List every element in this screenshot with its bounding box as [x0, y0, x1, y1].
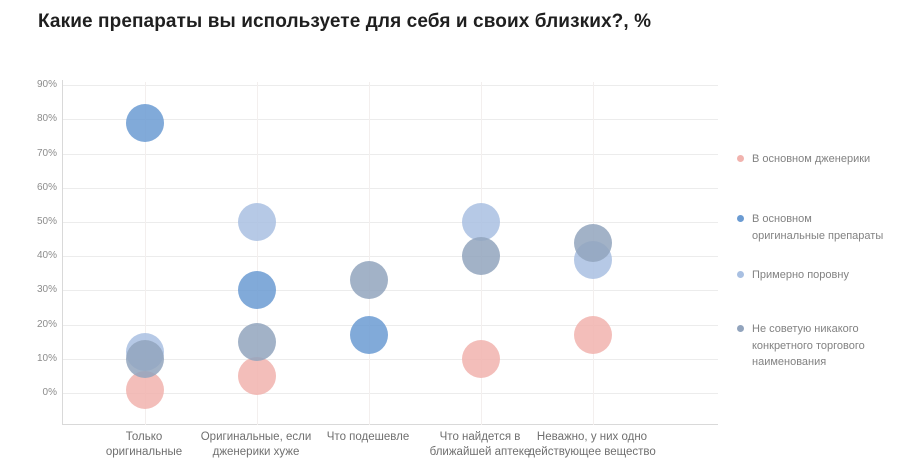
legend-label: В основном оригинальные препараты: [752, 213, 884, 242]
y-axis-tick-label: 40%: [36, 250, 57, 262]
x-axis-labels: Только оригинальные Оригинальные, если дж…: [0, 430, 906, 466]
bubble-mark-series0-cat1[interactable]: [238, 356, 276, 395]
bubble-mark-series2-cat1[interactable]: [238, 203, 276, 241]
y-axis-tick-label: 60%: [36, 181, 57, 193]
bubble-mark-series1-cat0[interactable]: [126, 103, 164, 142]
y-gridline: [63, 393, 718, 394]
plot-area: 0% 10% 20% 30% 40% 50% 60% 70% 80% 90%: [37, 79, 718, 425]
legend-label: Не советую никакого конкретного торговог…: [752, 323, 865, 368]
x-axis-category-label: Что найдется в ближайшей аптеке: [429, 431, 531, 458]
y-axis-tick-label: 50%: [36, 216, 57, 227]
category-gridline: [257, 82, 258, 425]
legend-marker-dot: [737, 271, 744, 278]
legend-item[interactable]: В основном оригинальные препараты: [737, 211, 883, 244]
y-gridline: [63, 358, 718, 360]
y-axis-tick-label: 70%: [36, 147, 57, 159]
bubble-mark-series0-cat4[interactable]: [574, 315, 612, 354]
x-axis-category-label: Только оригинальные: [105, 431, 183, 458]
y-gridline: [63, 85, 718, 87]
legend-label: Примерно поровну: [752, 269, 849, 281]
category-gridline: [145, 82, 146, 425]
bubble-mark-series3-cat0[interactable]: [126, 339, 164, 378]
y-gridline: [63, 222, 718, 223]
y-gridline: [63, 290, 718, 292]
legend: В основном дженерики В основном оригиналь…: [737, 0, 906, 473]
y-gridline: [63, 153, 718, 155]
bubble-mark-series0-cat3[interactable]: [462, 339, 500, 378]
y-gridline: [63, 187, 718, 189]
y-axis-tick-label: 80%: [36, 113, 57, 125]
y-axis-tick-label: 90%: [36, 79, 57, 91]
legend-item[interactable]: Примерно поровну: [737, 267, 849, 284]
y-axis-tick-label: 30%: [36, 284, 57, 296]
bubble-mark-series3-cat3[interactable]: [462, 237, 500, 276]
legend-item[interactable]: Не советую никакого конкретного торговог…: [737, 321, 865, 371]
y-gridline: [63, 324, 718, 326]
legend-marker-dot: [737, 155, 744, 162]
legend-marker-dot: [737, 215, 744, 222]
legend-label: В основном дженерики: [752, 153, 871, 165]
bubble-mark-series1-cat2[interactable]: [350, 315, 388, 354]
x-axis-category-label: Что подешевле: [326, 431, 410, 443]
x-axis-category-label: Оригинальные, если дженерики хуже: [200, 431, 312, 458]
bubble-mark-series2-cat3[interactable]: [462, 203, 500, 241]
y-axis-tick-label: 20%: [36, 318, 57, 330]
y-gridline: [63, 256, 718, 258]
legend-item[interactable]: В основном дженерики: [737, 151, 870, 168]
bubble-mark-series3-cat1[interactable]: [238, 322, 276, 361]
legend-marker-dot: [737, 325, 744, 332]
y-axis-tick-label: 10%: [36, 352, 57, 364]
y-gridline: [63, 119, 718, 121]
x-axis-category-label: Неважно, у них одно действующее вещество: [528, 431, 656, 458]
y-axis-tick-label: 0%: [42, 387, 57, 398]
bubble-mark-series1-cat1[interactable]: [238, 271, 276, 310]
category-gridline: [369, 82, 370, 425]
bubble-mark-series3-cat2[interactable]: [350, 261, 388, 300]
bubble-mark-series3-cat4[interactable]: [574, 223, 612, 262]
chart-title: Какие препараты вы используете для себя …: [38, 11, 652, 32]
